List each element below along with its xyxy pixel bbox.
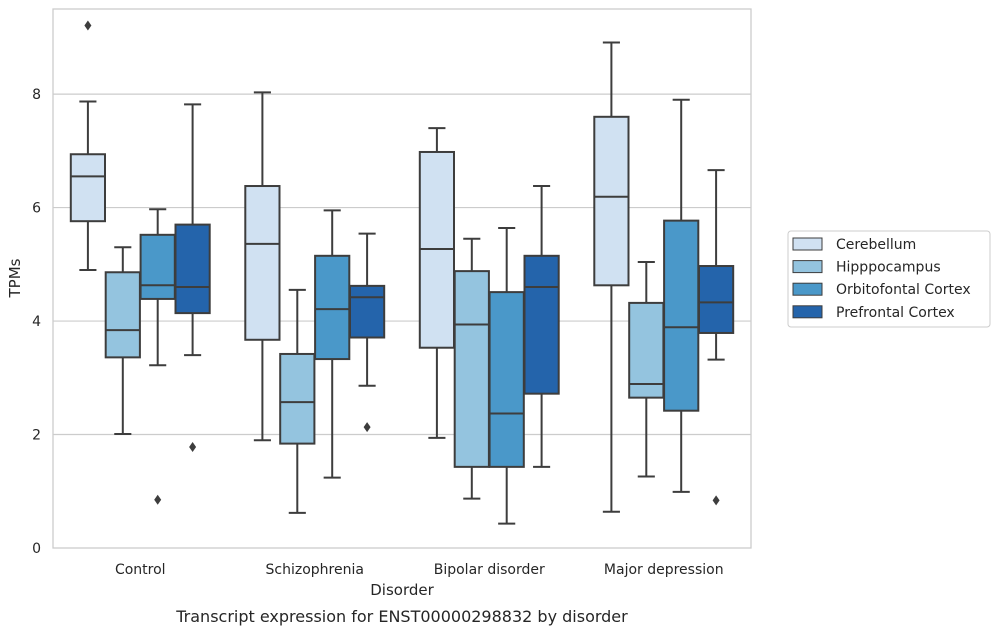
x-tick-label: Bipolar disorder <box>434 562 545 578</box>
legend-swatch <box>792 282 823 296</box>
box <box>628 301 665 399</box>
boxes <box>69 20 735 525</box>
box-group <box>279 288 316 514</box>
outlier-point <box>189 442 197 453</box>
box <box>139 233 176 300</box>
chart-caption: Transcript expression for ENST0000029883… <box>175 607 628 626</box>
y-axis-ticks: 0 2 4 6 8 <box>32 87 41 557</box>
x-axis-title: Disorder <box>370 581 434 599</box>
box <box>663 219 700 412</box>
y-tick-label: 0 <box>32 541 41 557</box>
box-group <box>697 169 735 506</box>
legend-label: Prefrontal Cortex <box>836 305 955 321</box>
box <box>244 185 281 341</box>
box <box>488 291 525 468</box>
box <box>348 284 386 339</box>
box-group <box>174 103 211 453</box>
box-group <box>593 41 630 513</box>
box <box>104 271 141 359</box>
box <box>69 153 107 223</box>
legend: Cerebellum Hipppocampus Orbitofontal Corte… <box>787 230 991 328</box>
x-tick-label: Schizophrenia <box>266 562 364 578</box>
box <box>453 270 490 468</box>
plot-frame <box>52 8 752 549</box>
box <box>697 265 735 334</box>
x-axis-ticks: Control Schizophrenia Bipolar disorder Majo… <box>115 562 724 578</box>
legend-frame <box>787 230 991 328</box>
box <box>523 254 560 395</box>
outlier-point <box>363 422 371 433</box>
box-group <box>453 237 490 500</box>
y-tick-label: 8 <box>32 87 41 103</box>
legend-swatch <box>792 260 823 274</box>
box-group <box>139 208 176 505</box>
box-group <box>628 261 665 478</box>
legend-label: Cerebellum <box>836 237 916 253</box>
box-group <box>314 209 351 479</box>
box <box>279 352 316 445</box>
y-tick-label: 4 <box>32 314 41 330</box>
box-group <box>488 227 525 525</box>
x-tick-label: Major depression <box>604 562 724 578</box>
y-tick-label: 2 <box>32 428 41 444</box>
outlier-point <box>712 495 720 506</box>
legend-label: Orbitofontal Cortex <box>836 282 971 298</box>
box-group <box>663 98 700 493</box>
x-tick-label: Control <box>115 562 166 578</box>
legend-swatch <box>792 305 823 319</box>
box-group <box>104 246 141 435</box>
outlier-point <box>154 494 162 505</box>
outlier-point <box>84 20 92 31</box>
box-group <box>523 185 560 468</box>
legend-label: Hipppocampus <box>836 260 941 276</box>
y-axis-title: TPMs <box>6 258 24 298</box>
legend-swatch <box>792 237 823 251</box>
box <box>314 254 351 361</box>
box <box>174 223 211 315</box>
box-group <box>348 232 386 433</box>
box-group <box>69 20 107 271</box>
box <box>593 115 630 287</box>
box-group <box>418 127 456 439</box>
box-group <box>244 91 281 442</box>
y-tick-label: 6 <box>32 201 41 217</box>
